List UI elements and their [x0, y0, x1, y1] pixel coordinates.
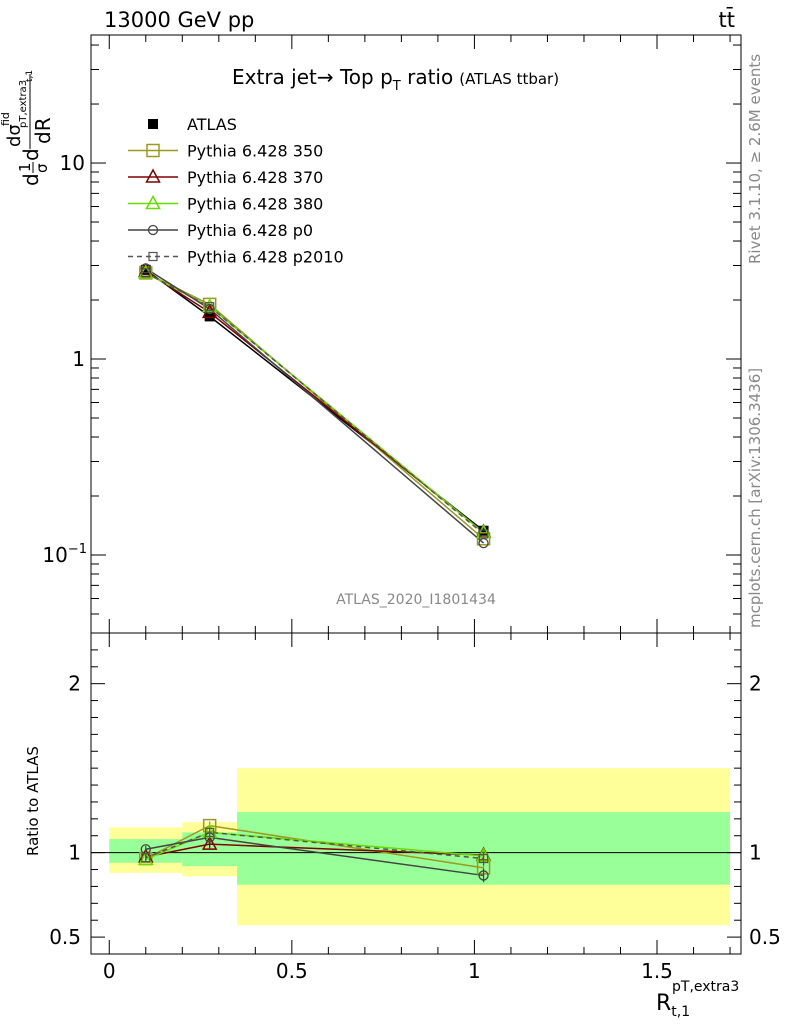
y-label-numer: dσ	[4, 124, 25, 147]
series-0-point	[140, 264, 151, 275]
main-series-lines	[145, 267, 485, 544]
main-y-ticks: 10 1 10−1	[42, 44, 741, 634]
series-1-point	[476, 532, 491, 546]
y-label-t1: t,1	[25, 70, 35, 82]
main-y-tick-label: 10−1	[42, 542, 87, 567]
main-y-tick-label: 10	[60, 151, 85, 175]
main-x-ticks	[108, 35, 731, 633]
ratio-y-axis-label: Ratio to ATLAS	[24, 746, 42, 856]
series-4-point	[478, 537, 489, 549]
main-y-axis-label: d 1 σ d dσ fid pT,extra3 dR t,1	[0, 70, 55, 186]
legend-entry: ATLAS	[148, 115, 237, 134]
rivet-label: Rivet 3.1.10, ≥ 2.6M events	[746, 54, 764, 264]
process-label: tt̄	[719, 7, 735, 32]
legend-entry: Pythia 6.428 380	[128, 195, 323, 214]
legend: ATLAS Pythia 6.428 350 Pythia 6.428 370 Pyt…	[128, 115, 344, 267]
legend-label: Pythia 6.428 p0	[187, 221, 313, 240]
series-5-point	[205, 302, 215, 312]
ratio-y-tick-label-left: 0.5	[49, 925, 81, 949]
series-0-point	[478, 525, 489, 536]
x-tick-label: 0	[103, 959, 116, 983]
ratio-y-tick-label-right: 2	[749, 672, 762, 696]
series-5-point	[141, 268, 151, 278]
analysis-tag: ATLAS_2020_I1801434	[336, 592, 496, 608]
main-panel: 10 1 10−1 Extra jet→ Top pT ratio (ATLAS tt…	[0, 34, 742, 634]
ratio-y-tick-label-left: 1	[68, 841, 81, 865]
main-y-tick-label: 1	[72, 347, 85, 371]
legend-marker	[146, 143, 160, 158]
legend-label: Pythia 6.428 380	[187, 195, 323, 214]
series-0-point	[204, 311, 215, 322]
series-5-point	[478, 529, 489, 539]
ratio-y-tick-label-left: 2	[68, 672, 81, 696]
ratio-series-1-point	[201, 835, 218, 850]
energy-label: 13000 GeV pp	[104, 8, 254, 32]
ratio-y-tick-label-right: 0.5	[749, 925, 781, 949]
x-tick-label: 1	[468, 959, 481, 983]
ratio-frame	[90, 632, 742, 955]
legend-marker	[148, 119, 158, 129]
legend-marker	[145, 168, 161, 183]
y-label-sigma: σ	[33, 163, 51, 173]
y-label-d1: d	[19, 173, 43, 186]
ratio-y-ticks: 0.5 0.5 1 1 2 2	[49, 632, 781, 949]
series-4-line	[145, 267, 485, 544]
plot-title: Extra jet→ Top pT ratio (ATLAS ttbar)	[232, 65, 559, 94]
legend-marker	[147, 224, 159, 236]
main-series-markers	[138, 262, 492, 549]
x-tick-label: 1.5	[641, 959, 673, 983]
ratio-series-4-line	[145, 831, 484, 860]
series-2-line	[145, 270, 485, 533]
legend-entry: Pythia 6.428 p0	[128, 221, 313, 240]
legend-label: Pythia 6.428 p2010	[187, 248, 344, 267]
ratio-series-markers	[138, 818, 492, 883]
legend-label: Pythia 6.428 350	[187, 142, 323, 161]
ratio-series-3-point	[478, 870, 489, 881]
ratio-y-tick-label-right: 1	[749, 841, 762, 865]
legend-label: Pythia 6.428 370	[187, 168, 323, 187]
ratio-uncertainty-bands	[109, 768, 731, 926]
mcplots-label: mcplots.cern.ch [arXiv:1306.3436]	[746, 368, 764, 628]
legend-label: ATLAS	[187, 115, 237, 134]
y-label-frac-1: 1	[16, 162, 34, 172]
ratio-series-4-point	[478, 853, 489, 864]
y-label-d2: d	[19, 148, 43, 161]
legend-entry: Pythia 6.428 350	[128, 142, 323, 161]
legend-marker	[148, 251, 158, 262]
y-label-ptextra3: pT,extra3	[18, 80, 29, 128]
y-label-denom: dR	[31, 117, 55, 144]
ratio-panel: 0.5 0.5 1 1 2 2 0 0.5 1 1.5 Ratio to ATLAS Rt,1p…	[24, 632, 781, 1020]
series-3-line	[145, 272, 485, 534]
ratio-series-2-point	[138, 850, 154, 866]
y-label-fid: fid	[0, 112, 12, 126]
legend-entry: Pythia 6.428 p2010	[128, 248, 344, 267]
ratio-series-4-point	[205, 827, 215, 837]
ratio-x-ticks: 0 0.5 1 1.5	[103, 633, 731, 983]
x-axis-label: Rt,1pT,extra3	[656, 979, 739, 1020]
legend-marker	[145, 194, 161, 210]
legend-entry: Pythia 6.428 370	[128, 168, 323, 187]
x-tick-label: 0.5	[276, 959, 308, 983]
ratio-series-4-point	[141, 853, 151, 863]
